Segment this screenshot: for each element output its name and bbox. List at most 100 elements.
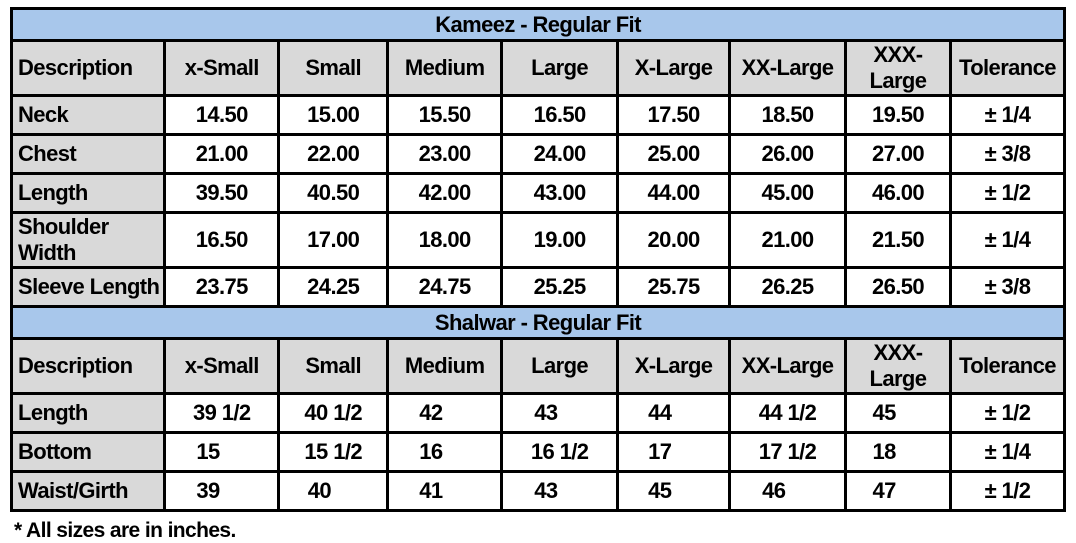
shalwar-title-row: Shalwar - Regular Fit bbox=[10, 305, 1066, 340]
column-header-xx-large: XX-Large bbox=[728, 39, 848, 97]
row-label: Bottom bbox=[9, 431, 167, 473]
tolerance-value: ± 1/4 bbox=[948, 211, 1067, 269]
column-header-medium: Medium bbox=[386, 337, 504, 395]
size-value: 25.75 bbox=[616, 266, 732, 308]
size-value: 39.50 bbox=[163, 172, 281, 214]
size-value: 17.50 bbox=[616, 94, 732, 136]
size-value: 19.50 bbox=[844, 94, 952, 136]
size-value: 40.50 bbox=[277, 172, 390, 214]
column-header-x-small: x-Small bbox=[163, 39, 281, 97]
tolerance-value: ± 3/8 bbox=[948, 133, 1067, 175]
size-value: 23.00 bbox=[386, 133, 504, 175]
size-value: 16 bbox=[386, 431, 504, 473]
row-label: Waist/Girth bbox=[9, 470, 167, 512]
size-value: 19.00 bbox=[500, 211, 620, 269]
size-value: 43.00 bbox=[500, 172, 620, 214]
table-row-shoulder-width: Shoulder Width 16.50 17.00 18.00 19.00 2… bbox=[9, 211, 1067, 269]
size-value: 47 bbox=[844, 470, 952, 512]
size-value: 14.50 bbox=[163, 94, 281, 136]
size-value: 26.00 bbox=[728, 133, 848, 175]
column-header-tolerance: Tolerance bbox=[948, 39, 1067, 97]
shalwar-section-title: Shalwar - Regular Fit bbox=[10, 305, 1066, 340]
row-label: Length bbox=[9, 392, 167, 434]
size-value: 44.00 bbox=[616, 172, 732, 214]
column-header-tolerance: Tolerance bbox=[948, 337, 1067, 395]
size-value: 39 bbox=[163, 470, 281, 512]
size-value: 43 bbox=[500, 470, 620, 512]
tolerance-value: ± 1/2 bbox=[948, 392, 1067, 434]
table-row-length: Length 39.50 40.50 42.00 43.00 44.00 45.… bbox=[9, 172, 1067, 214]
tolerance-value: ± 1/2 bbox=[948, 172, 1067, 214]
row-label: Neck bbox=[9, 94, 167, 136]
column-header-small: Small bbox=[277, 39, 390, 97]
size-value: 23.75 bbox=[163, 266, 281, 308]
size-value: 15.00 bbox=[277, 94, 390, 136]
size-value: 16.50 bbox=[500, 94, 620, 136]
kameez-title-row: Kameez - Regular Fit bbox=[10, 7, 1066, 42]
size-value: 21.50 bbox=[844, 211, 952, 269]
table-row-chest: Chest 21.00 22.00 23.00 24.00 25.00 26.0… bbox=[9, 133, 1067, 175]
column-header-small: Small bbox=[277, 337, 390, 395]
size-value: 15 1/2 bbox=[277, 431, 390, 473]
size-value: 20.00 bbox=[616, 211, 732, 269]
column-header-x-large: X-Large bbox=[616, 337, 732, 395]
tolerance-value: ± 3/8 bbox=[948, 266, 1067, 308]
size-value: 21.00 bbox=[163, 133, 281, 175]
size-value: 17 bbox=[616, 431, 732, 473]
row-label: Shoulder Width bbox=[9, 211, 167, 269]
size-value: 15.50 bbox=[386, 94, 504, 136]
table-row-bottom: Bottom 15 15 1/2 16 16 1/2 17 17 1/2 18 … bbox=[9, 431, 1067, 473]
size-value: 21.00 bbox=[728, 211, 848, 269]
table-row-shalwar-length: Length 39 1/2 40 1/2 42 43 44 44 1/2 45 … bbox=[9, 392, 1067, 434]
size-value: 18.50 bbox=[728, 94, 848, 136]
size-value: 42.00 bbox=[386, 172, 504, 214]
kameez-header-row: Description x-Small Small Medium Large X… bbox=[9, 39, 1067, 97]
size-value: 43 bbox=[500, 392, 620, 434]
size-value: 27.00 bbox=[844, 133, 952, 175]
column-header-description: Description bbox=[9, 337, 167, 395]
size-value: 44 bbox=[616, 392, 732, 434]
size-value: 18 bbox=[844, 431, 952, 473]
size-value: 17 1/2 bbox=[728, 431, 848, 473]
size-value: 18.00 bbox=[386, 211, 504, 269]
column-header-x-large: X-Large bbox=[616, 39, 732, 97]
tolerance-value: ± 1/4 bbox=[948, 94, 1067, 136]
footnote: * All sizes are in inches. bbox=[14, 519, 236, 542]
size-value: 16.50 bbox=[163, 211, 281, 269]
tolerance-value: ± 1/4 bbox=[948, 431, 1067, 473]
size-value: 46.00 bbox=[844, 172, 952, 214]
size-value: 40 1/2 bbox=[277, 392, 390, 434]
size-value: 25.25 bbox=[500, 266, 620, 308]
row-label: Chest bbox=[9, 133, 167, 175]
size-value: 17.00 bbox=[277, 211, 390, 269]
shalwar-header-row: Description x-Small Small Medium Large X… bbox=[9, 337, 1067, 395]
size-value: 45 bbox=[616, 470, 732, 512]
tolerance-value: ± 1/2 bbox=[948, 470, 1067, 512]
size-value: 22.00 bbox=[277, 133, 390, 175]
kameez-section-title: Kameez - Regular Fit bbox=[10, 7, 1066, 42]
size-value: 45.00 bbox=[728, 172, 848, 214]
column-header-xxx-large: XXX-Large bbox=[844, 39, 952, 97]
size-value: 24.00 bbox=[500, 133, 620, 175]
size-value: 25.00 bbox=[616, 133, 732, 175]
size-value: 16 1/2 bbox=[500, 431, 620, 473]
size-value: 26.50 bbox=[844, 266, 952, 308]
column-header-medium: Medium bbox=[386, 39, 504, 97]
size-value: 24.75 bbox=[386, 266, 504, 308]
table-row-neck: Neck 14.50 15.00 15.50 16.50 17.50 18.50… bbox=[9, 94, 1067, 136]
size-value: 45 bbox=[844, 392, 952, 434]
table-row-sleeve-length: Sleeve Length 23.75 24.25 24.75 25.25 25… bbox=[9, 266, 1067, 308]
column-header-large: Large bbox=[500, 39, 620, 97]
column-header-xxx-large: XXX-Large bbox=[844, 337, 952, 395]
size-value: 26.25 bbox=[728, 266, 848, 308]
size-value: 40 bbox=[277, 470, 390, 512]
size-value: 44 1/2 bbox=[728, 392, 848, 434]
row-label: Sleeve Length bbox=[9, 266, 167, 308]
size-value: 39 1/2 bbox=[163, 392, 281, 434]
size-value: 46 bbox=[728, 470, 848, 512]
column-header-large: Large bbox=[500, 337, 620, 395]
size-value: 24.25 bbox=[277, 266, 390, 308]
size-value: 42 bbox=[386, 392, 504, 434]
column-header-xx-large: XX-Large bbox=[728, 337, 848, 395]
